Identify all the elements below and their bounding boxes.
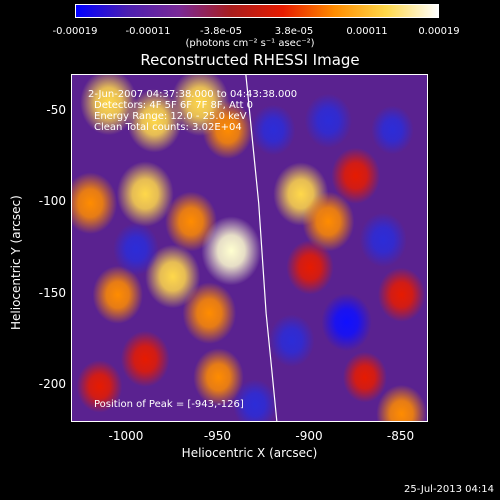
annotation-peak: Position of Peak = [-943,-126] xyxy=(94,399,244,410)
colorbar-tick: -3.8e-05 xyxy=(200,26,242,37)
y-tick-label: -50 xyxy=(46,102,66,117)
plot-area: 2-Jun-2007 04:37:38.000 to 04:43:38.000 … xyxy=(71,74,428,422)
emission-blob xyxy=(126,89,182,153)
annotation-detectors: Detectors: 4F 5F 6F 7F 8F, Att 0 xyxy=(94,100,254,111)
x-tick-label: -950 xyxy=(203,429,232,443)
emission-blob xyxy=(182,282,237,344)
emission-blob xyxy=(76,360,123,413)
colorbar-units: (photons cm⁻² s⁻¹ asec⁻²) xyxy=(185,38,315,49)
negative-blob xyxy=(359,212,407,267)
y-tick-label: -100 xyxy=(38,194,66,209)
y-tick-label: -200 xyxy=(38,377,66,392)
emission-blob xyxy=(120,330,170,387)
y-tick-label: -150 xyxy=(38,285,66,300)
colorbar-tick: 0.00019 xyxy=(418,26,460,37)
colorbar-tick: -0.00011 xyxy=(125,26,171,37)
footer-timestamp: 25-Jul-2013 04:14 xyxy=(403,484,494,495)
heatmap-blobs xyxy=(72,75,427,421)
negative-blob xyxy=(268,314,315,367)
emission-blob xyxy=(376,384,427,421)
emission-blob xyxy=(342,351,387,403)
colorbar-tick: 0.00011 xyxy=(346,26,388,37)
negative-blob xyxy=(113,222,159,276)
chart-title: Reconstructed RHESSI Image xyxy=(140,51,360,69)
emission-blob xyxy=(331,147,381,204)
solar-limb-curve xyxy=(245,75,278,421)
annotation-energy: Energy Range: 12.0 - 25.0 keV xyxy=(94,111,247,122)
emission-blob xyxy=(302,191,355,252)
annotation-time: 2-Jun-2007 04:37:38.000 to 04:43:38.000 xyxy=(88,89,298,100)
emission-blob xyxy=(377,267,426,322)
annotation-clean: Clean Total counts: 3.02E+04 xyxy=(94,122,242,133)
heatmap-canvas xyxy=(72,75,427,421)
emission-blob xyxy=(202,100,253,159)
x-axis-label: Heliocentric X (arcsec) xyxy=(181,446,318,460)
x-tick-label: -900 xyxy=(295,429,323,443)
emission-blob xyxy=(286,240,334,295)
emission-blob xyxy=(72,172,118,235)
colorbar-tick: 3.8e-05 xyxy=(274,26,314,37)
x-tick-label: -850 xyxy=(386,429,415,443)
negative-blob xyxy=(304,93,352,148)
negative-blob xyxy=(233,379,278,421)
emission-blob xyxy=(201,216,262,286)
colorbar-tick: -0.00019 xyxy=(52,26,98,37)
emission-blob xyxy=(80,75,138,136)
emission-blob xyxy=(145,244,201,309)
y-axis-label: Heliocentric Y (arcsec) xyxy=(9,195,23,330)
emission-blob xyxy=(193,348,244,407)
negative-blob xyxy=(371,105,414,155)
negative-blob xyxy=(251,104,296,156)
x-tick-label: -1000 xyxy=(108,429,144,443)
emission-blob xyxy=(116,161,174,227)
emission-blob xyxy=(92,265,143,324)
negative-blob xyxy=(321,293,372,352)
colorbar xyxy=(75,4,439,18)
